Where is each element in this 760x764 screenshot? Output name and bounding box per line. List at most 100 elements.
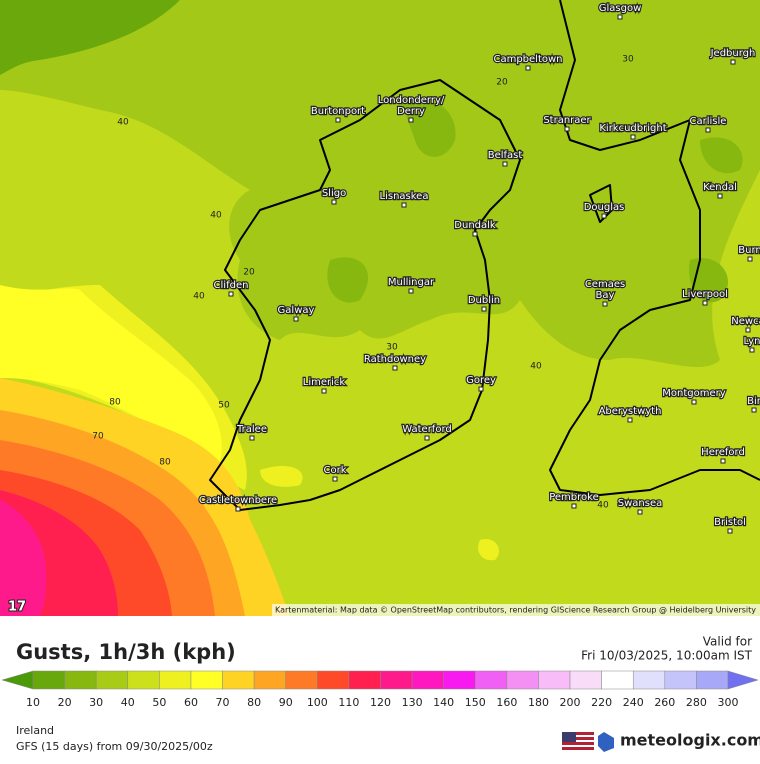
attribution: Kartenmaterial: Map data © OpenStreetMap…	[275, 606, 756, 615]
place-marker	[601, 213, 607, 219]
place-marker	[228, 291, 234, 297]
valid-time: Fri 10/03/2025, 10:00am IST	[581, 649, 753, 663]
place-label: Lisnaskea	[380, 191, 429, 202]
scale-label: 60	[184, 696, 198, 709]
place-label: Glasgow	[599, 3, 642, 14]
scale-label: 110	[338, 696, 359, 709]
place-marker	[249, 435, 255, 441]
place-marker	[335, 117, 341, 123]
frame-number: 17	[8, 600, 26, 615]
scale-label: 160	[496, 696, 517, 709]
contour-label: 40	[193, 292, 205, 302]
scale-label: 20	[58, 696, 72, 709]
contour-label: 40	[117, 118, 129, 128]
place-marker	[401, 202, 407, 208]
scale-label: 10	[26, 696, 40, 709]
scale-label: 30	[89, 696, 103, 709]
place-label: Cork	[323, 465, 346, 476]
scale-swatch	[632, 670, 666, 690]
flag	[562, 732, 594, 750]
scale-label: 280	[686, 696, 707, 709]
scale-label: 240	[623, 696, 644, 709]
place-label: Stranraer	[543, 115, 591, 126]
zone-60-70	[0, 285, 222, 470]
place-label: Derry	[397, 106, 425, 117]
scale-swatch	[348, 670, 381, 690]
place-label: Londonderry/	[378, 95, 445, 106]
place-marker	[408, 117, 414, 123]
place-marker	[637, 509, 643, 515]
scale-swatch	[475, 670, 508, 690]
brand-logo	[598, 732, 614, 752]
place-marker	[502, 161, 508, 167]
contour-label: 80	[159, 458, 171, 468]
place-label: Limerick	[303, 377, 346, 388]
place-label: Jedburgh	[710, 48, 756, 59]
zone-20-30	[327, 97, 743, 303]
place-marker	[332, 476, 338, 482]
place-label: Mullingar	[388, 277, 435, 288]
attribution-bg	[272, 604, 760, 616]
place-marker	[321, 388, 327, 394]
scale-swatch	[127, 670, 160, 690]
scale-label: 260	[654, 696, 675, 709]
contour-label: 20	[243, 268, 255, 278]
place-label: Castletownbere	[199, 495, 277, 506]
place-marker	[571, 503, 577, 509]
place-label: Lyn	[744, 336, 760, 347]
place-label: Bir	[747, 396, 760, 407]
scale-swatch	[32, 670, 65, 690]
place-label: Bristol	[714, 517, 746, 528]
region: Ireland	[16, 724, 54, 737]
scale-label: 40	[121, 696, 135, 709]
scale-swatch	[317, 670, 350, 690]
place-marker	[617, 14, 623, 20]
scale-swatch	[64, 670, 97, 690]
place-label: Carlisle	[690, 116, 727, 127]
scale-swatch	[601, 670, 634, 690]
place-label: Campbeltown	[493, 54, 562, 65]
place-marker	[727, 528, 733, 534]
scale-label: 50	[152, 696, 166, 709]
place-label: Liverpool	[682, 289, 728, 300]
scale-label: 80	[247, 696, 261, 709]
coastline	[549, 0, 760, 496]
contour-label: 40	[597, 501, 609, 511]
place-label: Burtonport	[311, 106, 365, 117]
scale-swatch	[380, 670, 413, 690]
place-label: Newca	[731, 316, 760, 327]
scale-label: 70	[216, 696, 230, 709]
contour-label: 30	[386, 343, 398, 353]
place-label: Montgomery	[662, 388, 725, 399]
contour-label: 40	[210, 211, 222, 221]
scale-swatch	[285, 670, 318, 690]
brand[interactable]: meteologix.com	[620, 731, 760, 750]
place-marker	[730, 59, 736, 65]
scale-swatch	[253, 670, 286, 690]
place-marker	[747, 256, 753, 262]
place-label: Kirkcudbright	[599, 123, 666, 134]
place-label: Gorey	[466, 375, 496, 386]
zone-120-130	[0, 500, 47, 616]
place-label: Pembroke	[549, 492, 599, 503]
scale-label: 130	[402, 696, 423, 709]
place-label: Tralee	[236, 424, 267, 435]
scale-swatch	[506, 670, 539, 690]
contour-label: 80	[109, 398, 121, 408]
coastline	[589, 184, 613, 223]
scale-label: 140	[433, 696, 454, 709]
place-label: Burn	[738, 245, 760, 256]
place-marker	[408, 288, 414, 294]
place-marker	[717, 193, 723, 199]
place-label: Waterford	[402, 424, 451, 435]
place-marker	[691, 399, 697, 405]
place-marker	[702, 300, 708, 306]
place-marker	[424, 435, 430, 441]
scale-label: 90	[279, 696, 293, 709]
footer-title: Gusts, 1h/3h (kph)	[16, 640, 236, 664]
place-label: Aberystwyth	[599, 406, 662, 417]
scale-label: 300	[718, 696, 739, 709]
scale-label: 220	[591, 696, 612, 709]
